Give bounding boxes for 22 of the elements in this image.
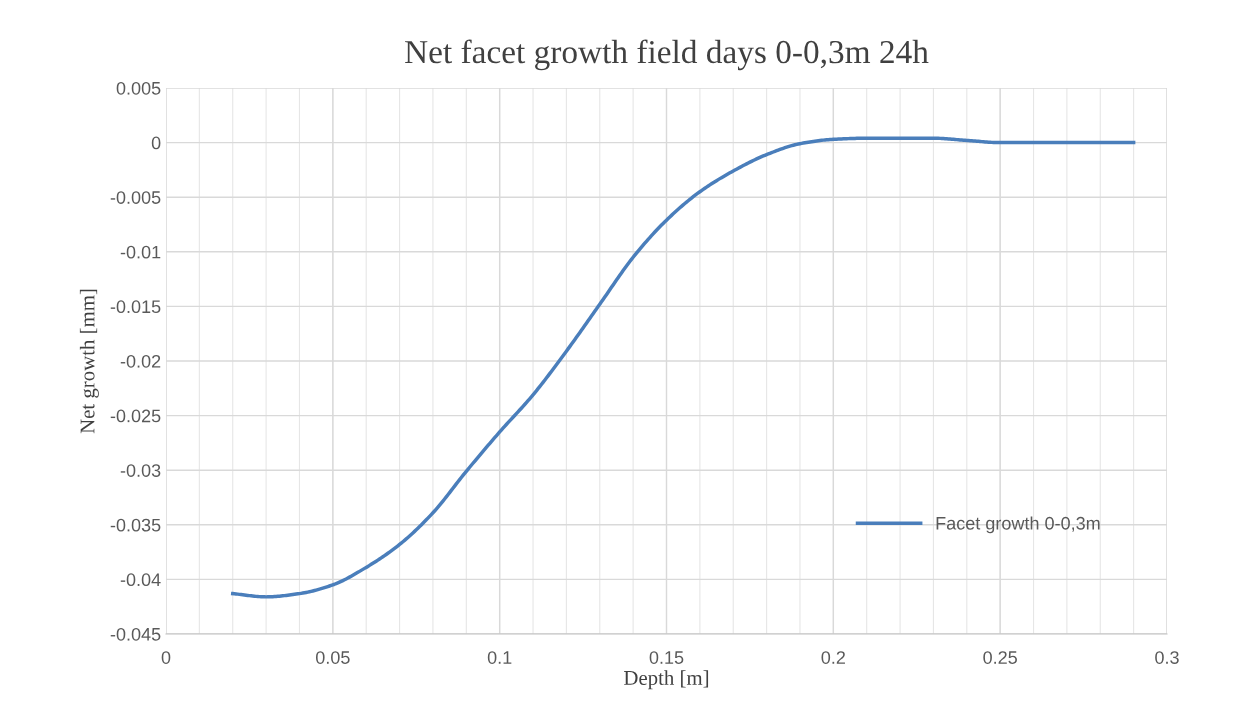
y-axis-title: Net growth [mm] xyxy=(79,289,99,434)
y-tick-label: -0.045 xyxy=(110,627,161,641)
x-axis-title: Depth [m] xyxy=(624,670,709,690)
y-tick-label: 0 xyxy=(151,136,161,150)
y-tick-label: -0.01 xyxy=(120,245,161,259)
x-tick-label: 0.1 xyxy=(487,651,512,664)
x-tick-label: 0.25 xyxy=(983,651,1017,664)
chart-title: Net facet growth field days 0-0,3m 24h xyxy=(405,39,929,71)
y-tick-label: -0.005 xyxy=(110,191,161,204)
y-tick-label: -0.03 xyxy=(120,464,161,477)
x-tick-label: 0.05 xyxy=(315,651,350,664)
x-tick-label: 0.3 xyxy=(1155,651,1179,664)
y-tick-label: -0.025 xyxy=(110,409,161,423)
y-tick-label: -0.015 xyxy=(110,300,161,314)
x-tick-label: 0 xyxy=(161,651,171,664)
y-tick-label: -0.04 xyxy=(120,573,161,587)
y-tick-label: 0.005 xyxy=(116,81,161,95)
y-tick-label: -0.035 xyxy=(110,518,161,532)
legend-label: Facet growth 0-0,3m xyxy=(936,516,1100,534)
x-tick-label: 0.15 xyxy=(649,651,684,664)
y-tick-label: -0.02 xyxy=(120,354,161,368)
x-tick-label: 0.2 xyxy=(821,651,845,664)
